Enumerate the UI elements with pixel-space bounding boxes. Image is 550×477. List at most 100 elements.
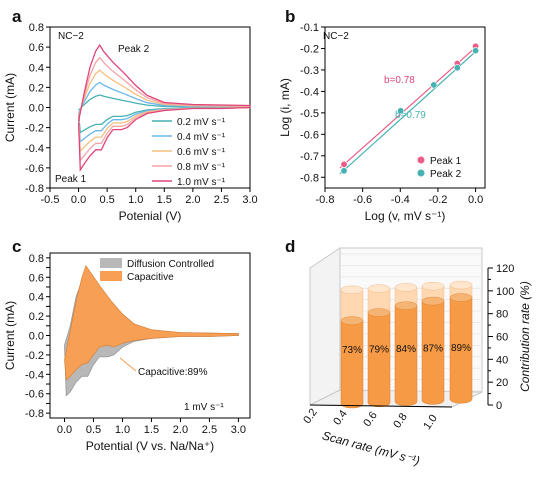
c-ytick-label: -0.8 xyxy=(25,408,44,420)
b-data-point xyxy=(340,160,348,168)
b-fit-line xyxy=(339,49,478,175)
panel-b-log-chart: -0.8 -0.6 -0.4 -0.2 0.0 -0.8 -0.7 -0.6 -0.5 -0.4 -… xyxy=(278,22,486,223)
panel-a-cv-chart: -0.5 0.0 0.5 1.0 1.5 2.0 2.5 3.0 -0.8 -0.6 -0.4 -0.… xyxy=(3,22,258,223)
d-bar xyxy=(421,300,445,405)
panel-c-note: Capacitive:89% xyxy=(138,367,208,378)
a-xtick-label: 2.0 xyxy=(185,194,200,206)
panel-a-peak1-label: Peak 1 xyxy=(55,174,87,185)
b-xtick-label: 0.0 xyxy=(468,194,483,206)
d-bar-label: 87% xyxy=(423,344,443,355)
b-data-point xyxy=(453,64,461,72)
b-data-point xyxy=(340,167,348,175)
d-ytick-label: 60 xyxy=(496,332,508,344)
panel-b-letter: b xyxy=(285,7,295,26)
b-data-point xyxy=(430,81,438,89)
d-bar-label: 84% xyxy=(396,344,416,355)
a-xtick-label: 2.5 xyxy=(214,194,229,206)
c-legend-label: Diffusion Controlled xyxy=(127,259,214,270)
d-bar-top-cap xyxy=(367,284,391,293)
d-ytick-label: 40 xyxy=(496,354,508,366)
d-bar-label: 73% xyxy=(342,345,362,356)
a-legend-label: 0.6 mV s⁻¹ xyxy=(177,147,226,158)
b-ytick-label: -0.2 xyxy=(300,43,319,55)
a-xtick-label: 0.5 xyxy=(99,194,114,206)
d-bar-value-cap xyxy=(340,316,364,325)
d-bar xyxy=(449,297,473,404)
d-left-wall xyxy=(309,247,341,406)
b-ylabel: Log (i, mA) xyxy=(278,78,292,137)
a-ytick-label: -0.2 xyxy=(25,123,44,135)
panel-a-letter: a xyxy=(12,7,22,26)
a-ytick-label: 0.4 xyxy=(29,62,44,74)
c-legend-swatch xyxy=(100,271,122,281)
c-ytick-label: -0.4 xyxy=(25,369,44,381)
b-data-point xyxy=(397,107,405,115)
b-ytick-label: -0.7 xyxy=(300,151,319,163)
b-ytick-label: -0.3 xyxy=(300,65,319,77)
d-bar-top-cap xyxy=(449,280,473,290)
d-bar-value-cap xyxy=(449,293,473,302)
c-ytick-label: -0.6 xyxy=(25,389,44,401)
a-ytick-label: 0.2 xyxy=(29,82,44,94)
panel-b-b1-label: b=0.78 xyxy=(384,75,415,86)
b-xtick-label: -0.6 xyxy=(353,194,372,206)
a-ytick-label: 0.0 xyxy=(29,103,44,115)
c-capacitive-area xyxy=(64,264,239,381)
a-legend-label: 0.4 mV s⁻¹ xyxy=(177,132,226,143)
b-legend-swatch xyxy=(417,156,425,164)
c-xtick-label: 1.0 xyxy=(115,424,130,436)
c-xlabel: Potential (V vs. Na/Na⁺) xyxy=(86,439,214,453)
c-xtick-label: 0.0 xyxy=(57,424,72,436)
c-ytick-label: 0.4 xyxy=(29,292,44,304)
d-bar-value-cap xyxy=(394,301,418,310)
b-ytick-label: -0.1 xyxy=(300,22,319,34)
panel-a-peak2-label: Peak 2 xyxy=(118,44,150,55)
d-ytick-label: 80 xyxy=(496,309,508,321)
d-bar xyxy=(340,320,364,409)
d-xtick-label: 0.4 xyxy=(331,408,350,427)
panel-b-sample-label: NC−2 xyxy=(323,31,349,42)
d-bar-label: 79% xyxy=(369,345,389,356)
d-bar xyxy=(394,305,418,406)
c-ytick-label: 0.2 xyxy=(29,311,44,323)
c-ytick-label: 0.0 xyxy=(29,331,44,343)
d-bar-label: 89% xyxy=(451,343,471,354)
c-xtick-label: 0.5 xyxy=(86,424,101,436)
b-ytick-label: -0.5 xyxy=(300,108,319,120)
b-legend-swatch xyxy=(417,169,425,177)
b-ytick-label: -0.6 xyxy=(300,129,319,141)
c-ytick-label: 0.6 xyxy=(29,272,44,284)
panel-c-letter: c xyxy=(12,237,21,256)
d-ytick-label: 20 xyxy=(496,377,508,389)
d-bar xyxy=(367,312,391,408)
d-xlabel: Scan rate (mV s⁻¹) xyxy=(321,428,422,467)
b-xtick-label: -0.2 xyxy=(428,194,447,206)
a-legend-label: 0.8 mV s⁻¹ xyxy=(177,162,226,173)
b-xtick-label: -0.8 xyxy=(316,194,335,206)
b-xtick-label: -0.4 xyxy=(391,194,410,206)
d-ytick-label: 120 xyxy=(496,263,514,275)
a-xtick-label: -0.5 xyxy=(41,194,60,206)
d-xtick-label: 1.0 xyxy=(421,413,440,432)
d-bar-top-cap xyxy=(394,283,418,292)
panel-b-b2-label: b=0.79 xyxy=(395,110,426,121)
a-ylabel: Current (mA) xyxy=(3,73,17,142)
c-annotation-arrow xyxy=(119,357,137,372)
a-xtick-label: 1.5 xyxy=(157,194,172,206)
b-frame xyxy=(324,26,486,189)
c-xtick-label: 2.5 xyxy=(202,424,217,436)
a-ytick-label: -0.4 xyxy=(25,143,44,155)
c-xtick-label: 2.0 xyxy=(173,424,188,436)
c-xtick-label: 3.0 xyxy=(231,424,246,436)
c-ytick-label: -0.2 xyxy=(25,350,44,362)
b-data-point xyxy=(472,47,480,55)
panel-c-rate: 1 mV s⁻¹ xyxy=(184,402,224,413)
d-ylabel: Contribution rate (%) xyxy=(518,281,532,392)
b-xlabel: Log (v, mV s⁻¹) xyxy=(365,209,446,223)
c-xtick-label: 1.5 xyxy=(144,424,159,436)
a-ytick-label: -0.6 xyxy=(25,163,44,175)
a-ytick-label: 0.6 xyxy=(29,42,44,54)
a-xlabel: Potenial (V) xyxy=(119,209,182,223)
b-legend-label: Peak 2 xyxy=(430,169,462,180)
